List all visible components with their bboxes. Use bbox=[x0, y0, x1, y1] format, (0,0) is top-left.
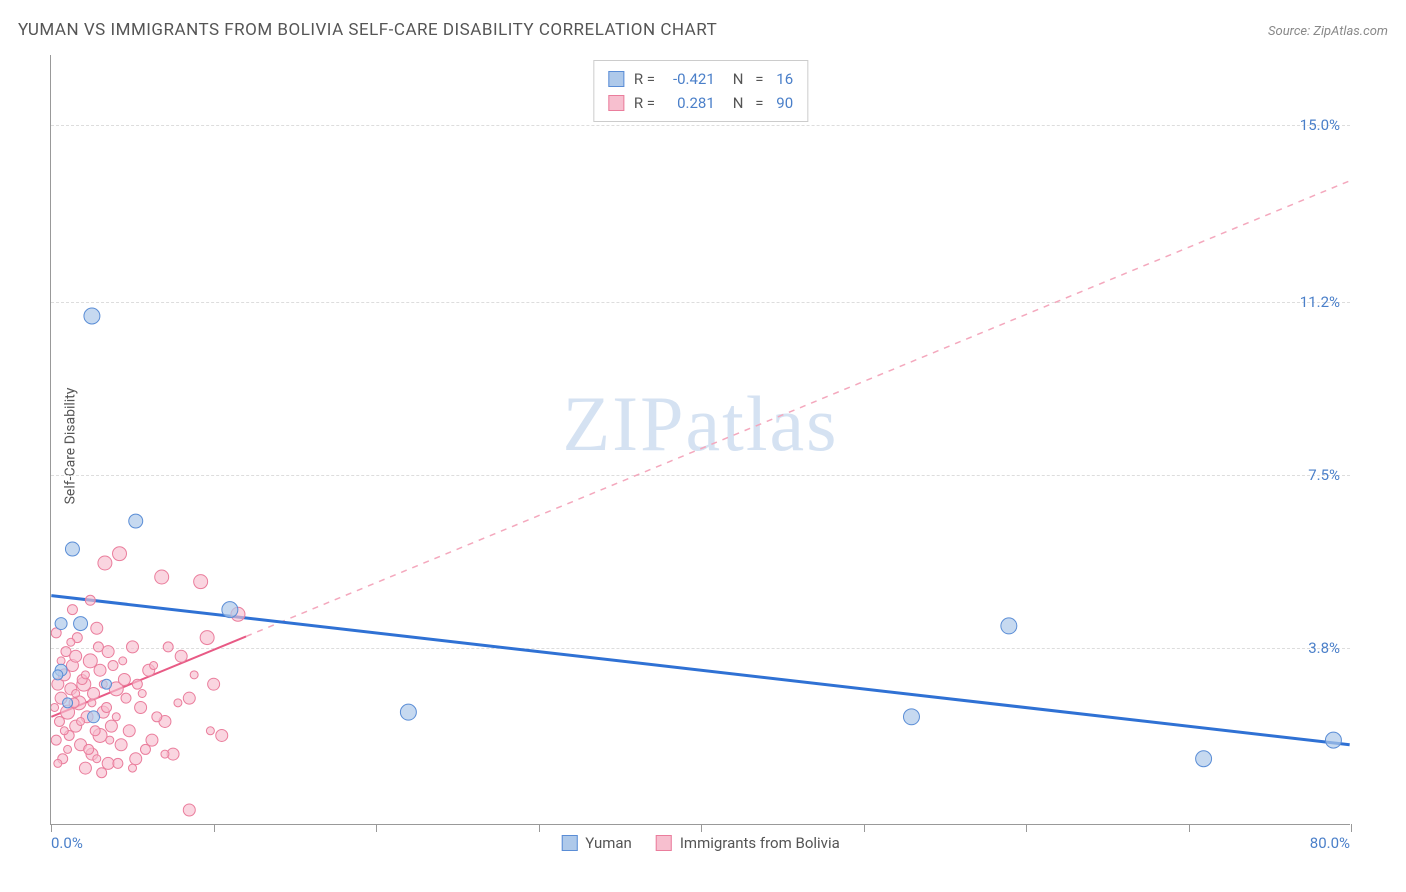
legend-swatch-blue bbox=[608, 71, 624, 87]
legend-swatch-blue bbox=[561, 835, 577, 851]
x-tick bbox=[214, 824, 215, 832]
stats-row-pink: R = 0.281 N = 90 bbox=[608, 91, 793, 115]
x-axis-max-label: 80.0% bbox=[1310, 834, 1350, 852]
x-tick bbox=[51, 824, 52, 832]
legend-item-bolivia: Immigrants from Bolivia bbox=[656, 834, 840, 852]
legend-swatch-pink bbox=[656, 835, 672, 851]
chart-plot-area: ZIPatlas R = -0.421 N = 16 R = 0.281 N =… bbox=[50, 55, 1350, 825]
bottom-legend: Yuman Immigrants from Bolivia bbox=[561, 834, 840, 852]
title-bar: YUMAN VS IMMIGRANTS FROM BOLIVIA SELF-CA… bbox=[18, 20, 1388, 40]
x-tick bbox=[1189, 824, 1190, 832]
source-attribution: Source: ZipAtlas.com bbox=[1268, 24, 1388, 39]
x-axis-min-label: 0.0% bbox=[51, 834, 83, 852]
chart-title: YUMAN VS IMMIGRANTS FROM BOLIVIA SELF-CA… bbox=[18, 20, 717, 40]
legend-swatch-pink bbox=[608, 95, 624, 111]
x-tick bbox=[376, 824, 377, 832]
x-tick bbox=[1351, 824, 1352, 832]
x-tick bbox=[539, 824, 540, 832]
scatter-svg bbox=[51, 55, 1350, 824]
stats-row-blue: R = -0.421 N = 16 bbox=[608, 67, 793, 91]
x-tick bbox=[1026, 824, 1027, 832]
x-tick bbox=[701, 824, 702, 832]
x-tick bbox=[864, 824, 865, 832]
legend-item-yuman: Yuman bbox=[561, 834, 632, 852]
stats-legend-box: R = -0.421 N = 16 R = 0.281 N = 90 bbox=[593, 60, 808, 122]
